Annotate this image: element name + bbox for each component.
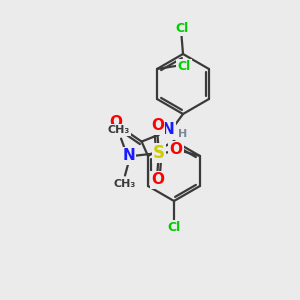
Text: CH₃: CH₃ <box>108 125 130 135</box>
Text: O: O <box>169 142 182 158</box>
Text: N: N <box>122 148 135 164</box>
Text: Cl: Cl <box>175 22 188 35</box>
Text: CH₃: CH₃ <box>114 179 136 189</box>
Text: O: O <box>109 115 122 130</box>
Text: O: O <box>151 172 164 188</box>
Text: Cl: Cl <box>177 59 190 73</box>
Text: H: H <box>178 129 188 139</box>
Text: Cl: Cl <box>167 220 181 234</box>
Text: O: O <box>151 118 164 134</box>
Text: N: N <box>162 122 174 137</box>
Text: S: S <box>153 144 165 162</box>
